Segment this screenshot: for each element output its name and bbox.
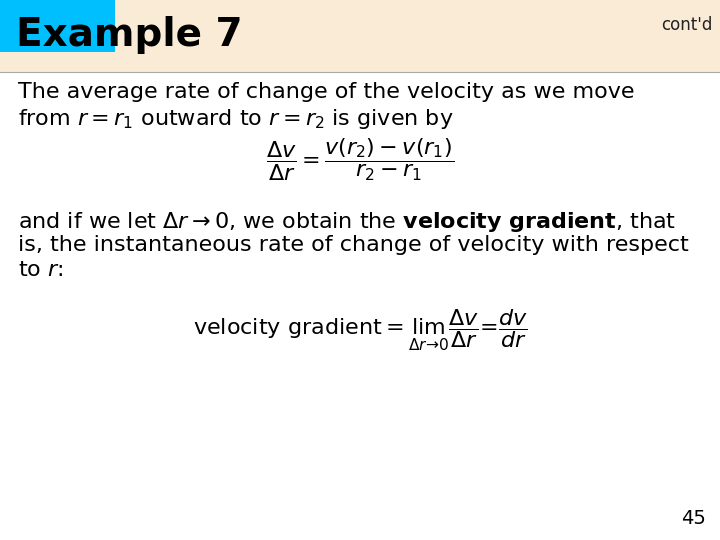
Text: to $r$:: to $r$: <box>18 260 63 280</box>
Text: 45: 45 <box>681 509 706 528</box>
FancyBboxPatch shape <box>0 0 720 72</box>
Text: $\mathrm{velocity\ gradient} = \lim_{\Delta r \rightarrow 0} \dfrac{\Delta v}{\D: $\mathrm{velocity\ gradient} = \lim_{\De… <box>193 307 527 353</box>
Text: is, the instantaneous rate of change of velocity with respect: is, the instantaneous rate of change of … <box>18 235 689 255</box>
Text: and if we let $\Delta r \rightarrow 0$, we obtain the $\mathbf{velocity\ gradien: and if we let $\Delta r \rightarrow 0$, … <box>18 210 676 234</box>
FancyBboxPatch shape <box>0 0 115 52</box>
Text: $\dfrac{\Delta v}{\Delta r} = \dfrac{v(r_2) - v(r_1)}{r_2 - r_1}$: $\dfrac{\Delta v}{\Delta r} = \dfrac{v(r… <box>266 137 454 183</box>
Text: cont'd: cont'd <box>661 16 712 34</box>
Text: from $r = r_1$ outward to $r = r_2$ is given by: from $r = r_1$ outward to $r = r_2$ is g… <box>18 107 454 131</box>
Text: Example 7: Example 7 <box>16 16 243 54</box>
Text: The average rate of change of the velocity as we move: The average rate of change of the veloci… <box>18 82 634 102</box>
